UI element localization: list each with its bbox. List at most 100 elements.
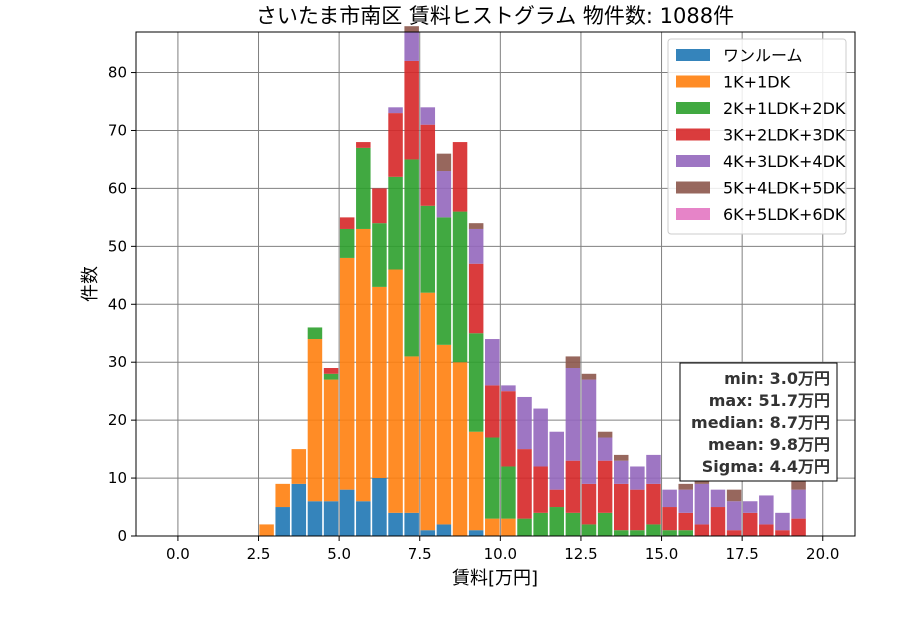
bar-segment [517,396,532,450]
bar-segment [388,107,403,114]
bar-segment [501,466,516,519]
bar-segment [356,501,371,536]
bar-segment [613,454,629,461]
bar-segment [791,478,806,490]
bar-segment [630,530,645,536]
stats-annotation: min: 3.0万円 max: 51.7万円 median: 8.7万円 mea… [679,362,838,482]
legend-label: 1K+1DK [723,73,791,92]
bar-segment [404,26,419,32]
bar-segment [646,454,661,484]
y-axis-ticks: 0 10 20 30 40 50 60 70 80 [108,64,136,545]
bar-segment [307,327,323,340]
bar-segment [710,489,726,508]
bar-segment [404,356,419,513]
bar-segment [581,483,597,525]
bar-segment [613,460,629,484]
bar-segment [549,507,565,536]
bar-segment [468,431,484,531]
stats-line-max: max: 51.7万円 [709,391,830,410]
bar-segment [404,512,419,536]
bar-segment [275,507,290,536]
bar-segment [307,339,323,502]
bar-segment [630,466,645,490]
bar-segment [662,530,677,536]
bar-segment [323,379,339,502]
bar-segment [323,373,339,380]
x-tick-label: 15.0 [645,545,678,563]
bar-segment [597,460,613,513]
x-axis-label: 賃料[万円] [452,568,538,589]
legend-swatch [676,155,710,167]
bar-segment [420,205,436,293]
bar-segment [356,228,371,502]
bar-segment [339,217,355,229]
bar-segment [742,512,758,536]
bar-segment [339,489,355,536]
legend-label: 3K+2LDK+3DK [723,126,846,145]
bar-segment [275,483,290,508]
y-tick-label: 40 [108,295,127,313]
bar-segment [452,211,468,363]
bar-segment [404,159,419,357]
bars-layer [259,26,806,536]
bar-segment [468,530,484,536]
bar-segment [759,524,774,536]
bar-segment [501,518,516,536]
x-axis-ticks: 0.0 2.5 5.0 7.5 10.0 12.5 15.0 17.5 20.0 [166,536,839,563]
bar-segment [581,379,597,484]
x-tick-label: 17.5 [725,545,758,563]
bar-segment [291,483,307,536]
bar-segment [468,333,484,432]
bar-segment [565,460,581,513]
bar-segment [678,530,693,536]
y-tick-label: 80 [108,64,127,82]
bar-segment [388,176,403,270]
bar-segment [436,524,452,536]
bar-segment [339,257,355,490]
bar-segment [420,107,436,125]
bar-segment [388,269,403,513]
bar-segment [742,501,758,513]
bar-segment [517,449,532,519]
bar-segment [597,431,613,438]
y-tick-label: 0 [117,527,127,545]
bar-segment [468,223,484,229]
plot-frame [135,31,856,537]
y-tick-label: 20 [108,411,127,429]
bar-segment [597,512,613,536]
bar-segment [452,142,468,212]
legend-label: 5K+4LDK+5DK [723,179,846,198]
bar-segment [646,483,661,525]
y-tick-label: 10 [108,469,127,487]
bar-segment [436,153,452,172]
bar-segment [597,437,613,461]
bar-segment [791,518,806,536]
x-tick-label: 12.5 [564,545,597,563]
legend: ワンルーム 1K+1DK 2K+1LDK+2DK 3K+2LDK+3DK 4K+3LDK… [667,38,847,235]
x-tick-label: 7.5 [408,545,432,563]
legend-frame [667,38,847,235]
bar-segment [726,530,742,536]
x-tick-label: 5.0 [327,545,351,563]
bar-segment [388,512,403,536]
bar-segment [501,391,516,467]
legend-label: 6K+5LDK+6DK [723,205,846,224]
stats-line-median: median: 8.7万円 [691,413,830,432]
bar-segment [565,356,581,368]
y-tick-label: 50 [108,237,127,255]
y-tick-label: 60 [108,179,127,197]
legend-swatch [676,102,710,114]
bar-segment [791,489,806,519]
bar-segment [388,113,403,177]
bar-segment [420,530,436,536]
bar-segment [678,489,693,513]
bar-segment [468,263,484,334]
bar-segment [307,501,323,536]
y-tick-label: 70 [108,121,127,139]
bar-segment [420,124,436,206]
bar-segment [533,466,548,513]
y-tick-label: 30 [108,353,127,371]
bar-segment [468,228,484,264]
x-tick-label: 20.0 [806,545,839,563]
